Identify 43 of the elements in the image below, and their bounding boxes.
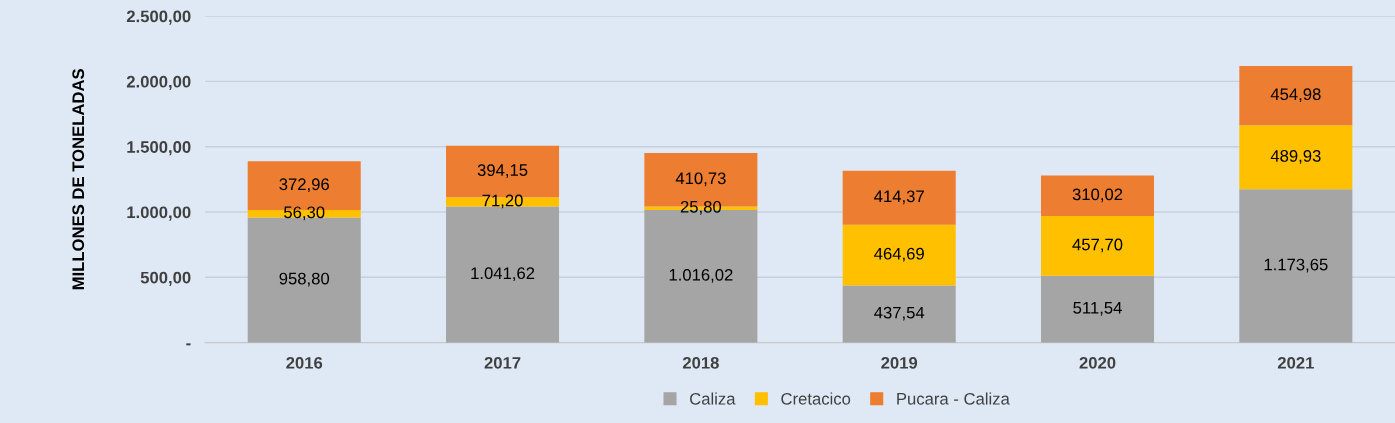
x-tick-label: 2021 <box>1277 356 1314 369</box>
bar <box>1040 216 1155 276</box>
data-label: 457,70 <box>1072 238 1123 253</box>
y-tick-label: 1.000,00 <box>127 206 191 221</box>
bar <box>1040 275 1155 343</box>
bar <box>842 285 956 343</box>
bar <box>1040 175 1155 217</box>
data-label: 71,20 <box>482 194 523 209</box>
data-label: 372,96 <box>279 178 329 193</box>
bar <box>1239 65 1353 126</box>
data-label: 958,80 <box>279 272 330 287</box>
data-label: 25,80 <box>680 200 722 215</box>
bar <box>1239 189 1353 343</box>
y-tick-label: 500,00 <box>140 271 191 286</box>
x-tick-label: 2018 <box>682 356 719 369</box>
bar <box>842 170 956 225</box>
y-axis-title: MILLONES DE TONELADAS <box>72 69 85 290</box>
data-label: 489,93 <box>1270 150 1321 164</box>
bar <box>842 224 956 286</box>
data-label: 1.041,62 <box>471 267 535 282</box>
data-label: 56,30 <box>284 206 325 221</box>
data-label: 394,15 <box>477 164 528 178</box>
y-tick-label: 2.500,00 <box>126 10 191 25</box>
y-tick-label: 2.000,00 <box>126 75 191 90</box>
data-label: 310,02 <box>1072 188 1123 203</box>
legend-label: Cretacico <box>781 392 851 405</box>
data-label: 454,98 <box>1270 88 1321 103</box>
data-label: 464,69 <box>874 247 924 262</box>
x-tick-label: 2020 <box>1079 356 1116 369</box>
x-tick-label: 2019 <box>881 356 918 369</box>
data-label: 410,73 <box>675 172 726 187</box>
data-label: 1.016,02 <box>669 268 733 283</box>
data-label: 437,54 <box>874 306 925 321</box>
y-tick-label: - <box>186 343 191 346</box>
data-label: 511,54 <box>1073 302 1122 316</box>
data-label: 414,37 <box>874 190 924 205</box>
x-tick-label: 2017 <box>484 356 521 369</box>
bar <box>1239 125 1353 190</box>
y-tick-label: 1.500,00 <box>127 141 191 156</box>
x-tick-label: 2016 <box>286 356 323 369</box>
data-label: 1.173,65 <box>1264 258 1328 273</box>
legend-label: Pucara - Caliza <box>897 392 1010 405</box>
legend-label: Caliza <box>690 392 736 405</box>
